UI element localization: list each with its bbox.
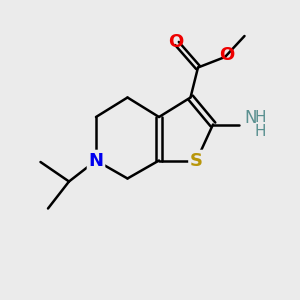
Text: N: N [88, 152, 104, 169]
Text: N: N [88, 152, 104, 169]
Text: O: O [168, 33, 183, 51]
Text: O: O [219, 46, 234, 64]
Text: N: N [244, 109, 256, 127]
Text: S: S [190, 152, 203, 169]
Text: H: H [255, 110, 266, 125]
Text: H: H [255, 124, 266, 139]
Text: S: S [190, 152, 203, 169]
